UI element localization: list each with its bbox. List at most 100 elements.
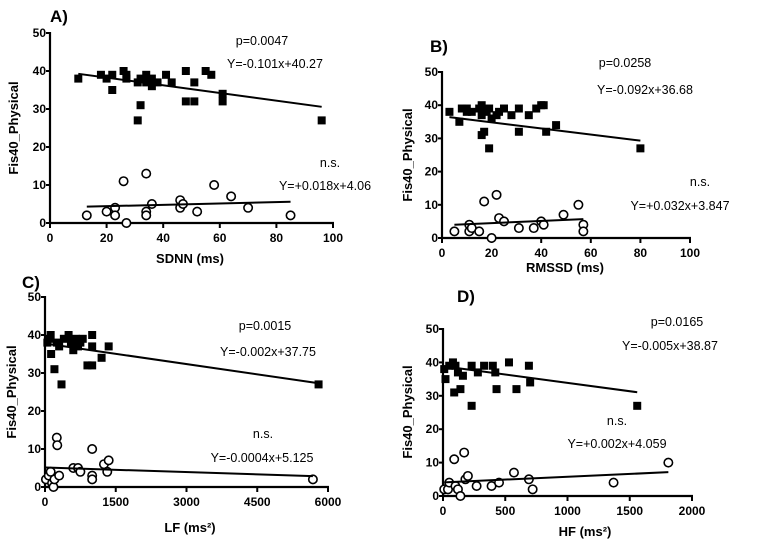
x-tick-label: 20	[100, 231, 114, 245]
data-point-circle	[243, 202, 254, 213]
data-point-circle	[81, 210, 92, 221]
data-point-circle	[141, 168, 152, 179]
x-tick-label: 2000	[679, 504, 706, 518]
y-tick-label: 30	[33, 102, 47, 116]
data-point-square	[542, 127, 551, 136]
data-point-circle	[209, 180, 220, 191]
regression-equation: Y=-0.002x+37.75	[220, 345, 316, 359]
y-tick-label: 50	[426, 322, 440, 336]
data-point-square	[467, 361, 476, 370]
y-tick-label: 40	[426, 355, 440, 369]
data-point-square	[445, 107, 454, 116]
data-point-square	[455, 117, 464, 126]
data-point-circle	[528, 223, 539, 234]
data-point-square	[636, 144, 645, 153]
panel-b: B) 0 10 20 30 40 50 0 20 40 60 80 100 RMSSD (ms) Fis40…	[400, 37, 730, 275]
data-point-square	[462, 104, 471, 113]
data-point-square	[57, 380, 66, 389]
x-tick-label: 500	[495, 504, 515, 518]
data-point-circle	[103, 455, 114, 466]
data-point-square	[153, 78, 162, 87]
data-point-circle	[498, 216, 509, 227]
significance-annotation: p=0.0015	[239, 319, 292, 333]
data-point-square	[74, 74, 83, 83]
y-axis-label: Fis40_Physical	[400, 108, 415, 201]
y-tick-label: 20	[426, 422, 440, 436]
regression-equation: Y=+0.032x+3.847	[630, 199, 729, 213]
data-point-circle	[462, 470, 473, 481]
data-point-square	[104, 342, 113, 351]
data-point-circle	[471, 480, 482, 491]
data-point-circle	[87, 474, 98, 485]
data-point-circle	[573, 199, 584, 210]
y-tick-label: 10	[33, 178, 47, 192]
data-point-circle	[101, 206, 112, 217]
data-point-square	[64, 331, 73, 339]
data-point-square	[458, 371, 467, 380]
data-point-square	[485, 104, 494, 113]
data-point-square	[147, 74, 156, 83]
data-point-square	[477, 101, 486, 110]
regression-equation: Y=+0.018x+4.06	[279, 179, 371, 193]
data-point-circle	[141, 210, 152, 221]
regression-equation: Y=-0.092x+36.68	[597, 83, 693, 97]
data-point-square	[524, 361, 533, 370]
data-point-square	[450, 388, 459, 397]
x-tick-label: 0	[439, 246, 446, 260]
y-tick-label: 20	[425, 165, 439, 179]
y-tick-label: 40	[425, 98, 439, 112]
y-tick-label: 0	[34, 480, 41, 494]
data-point-square	[88, 342, 97, 351]
data-point-square	[147, 82, 156, 91]
data-point-square	[181, 67, 190, 75]
y-tick-label: 30	[28, 366, 42, 380]
data-point-square	[181, 97, 190, 106]
y-tick-label: 30	[425, 131, 439, 145]
data-point-circle	[54, 470, 65, 481]
data-point-square	[167, 78, 176, 87]
data-point-square	[190, 97, 199, 106]
y-tick-label: 0	[39, 216, 46, 230]
data-point-square	[46, 331, 55, 339]
data-point-square	[136, 74, 145, 83]
data-point-circle	[608, 477, 619, 488]
regression-line	[86, 200, 291, 208]
regression-equation: Y=-0.0004x+5.125	[211, 451, 314, 465]
data-point-square	[133, 116, 142, 125]
data-point-square	[97, 353, 106, 362]
y-tick-label: 50	[33, 26, 47, 40]
significance-annotation: p=0.0258	[599, 56, 652, 70]
data-point-circle	[513, 223, 524, 234]
data-point-square	[451, 361, 460, 370]
regression-line	[449, 116, 641, 142]
data-point-square	[314, 380, 323, 389]
x-axis-label: SDNN (ms)	[156, 251, 224, 266]
x-axis-label: HF (ms²)	[559, 524, 612, 539]
data-point-circle	[474, 226, 485, 237]
data-point-square	[480, 127, 489, 136]
x-axis-label: RMSSD (ms)	[526, 260, 604, 275]
data-point-square	[500, 104, 508, 113]
data-point-square	[142, 70, 151, 79]
x-tick-label: 1000	[554, 504, 581, 518]
data-point-square	[190, 78, 199, 87]
data-point-circle	[508, 467, 519, 478]
y-tick-label: 0	[432, 489, 439, 503]
y-axis-label: Fis40_Physical	[4, 345, 19, 438]
x-tick-label: 1500	[102, 495, 129, 509]
data-point-circle	[663, 457, 674, 468]
panel-a: A) 0 10 20 30 40 50 0 20 40 60 80 100 SDNN (ms) Fis40_…	[6, 7, 371, 266]
data-point-circle	[110, 210, 121, 221]
regression-line	[454, 218, 584, 226]
data-point-square	[504, 358, 513, 367]
data-point-circle	[146, 199, 157, 210]
data-point-square	[88, 331, 97, 339]
regression-line	[444, 365, 638, 394]
panel-c: C) 0 10 20 30 40 50 0 1500 3000 4500 6000 LF (ms²) Fi…	[4, 273, 342, 535]
data-point-square	[201, 67, 210, 75]
data-point-square	[473, 368, 482, 377]
data-point-circle	[578, 226, 589, 237]
y-axis-label: Fis40_Physical	[6, 81, 21, 174]
data-point-circle	[527, 484, 538, 495]
data-point-square	[122, 74, 131, 83]
